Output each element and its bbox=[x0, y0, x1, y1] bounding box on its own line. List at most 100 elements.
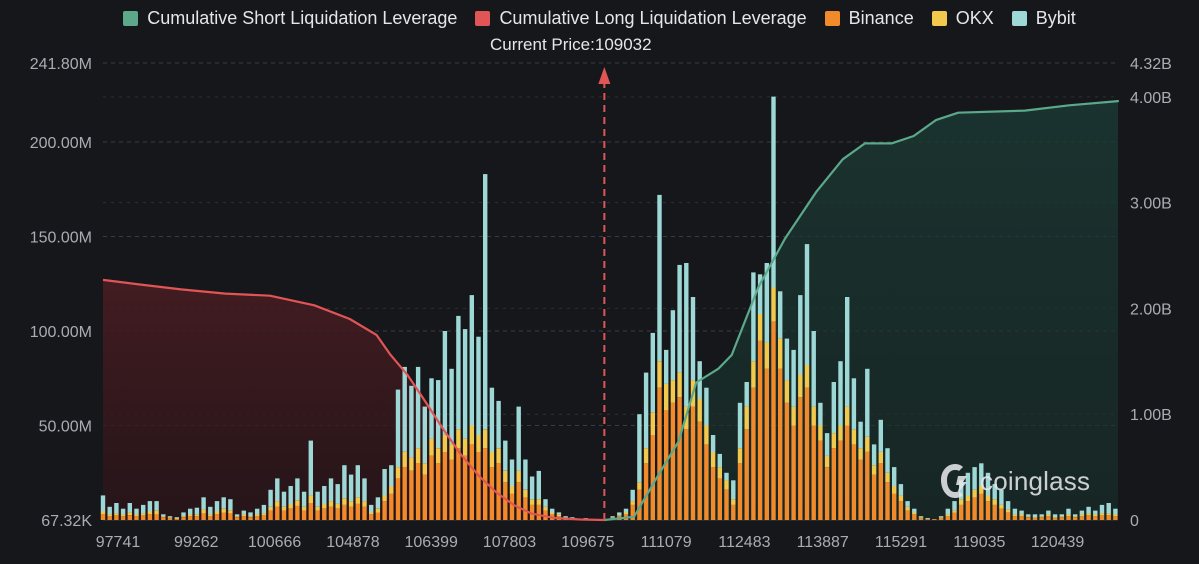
bar-binance bbox=[1073, 517, 1078, 520]
legend-item-binance[interactable]: Binance bbox=[824, 8, 914, 29]
bar-binance bbox=[818, 440, 823, 520]
bar-bybit bbox=[523, 459, 528, 490]
bar-bybit bbox=[208, 506, 213, 515]
bar-binance bbox=[757, 340, 763, 520]
legend-item-bybit[interactable]: Bybit bbox=[1011, 8, 1076, 29]
legend-item-okx[interactable]: OKX bbox=[931, 8, 994, 29]
bar-binance bbox=[845, 425, 850, 520]
bar-okx bbox=[1079, 514, 1085, 517]
bar-binance bbox=[744, 429, 749, 520]
bar-binance bbox=[436, 463, 441, 520]
bar-bybit bbox=[355, 465, 360, 498]
bar-binance bbox=[496, 463, 501, 520]
bar-bybit bbox=[791, 349, 796, 407]
bar-binance bbox=[1046, 516, 1051, 520]
bar-bybit bbox=[295, 478, 300, 501]
bar-okx bbox=[818, 425, 823, 441]
bar-okx bbox=[798, 374, 803, 398]
bar-binance bbox=[355, 503, 360, 520]
bar-okx bbox=[409, 457, 414, 471]
bar-binance bbox=[664, 410, 669, 520]
bar-binance bbox=[1059, 517, 1064, 520]
bar-bybit bbox=[248, 512, 253, 517]
bar-okx bbox=[281, 506, 287, 511]
bar-bybit bbox=[241, 510, 246, 515]
bar-okx bbox=[677, 372, 682, 398]
bar-okx bbox=[107, 514, 112, 517]
bar-okx bbox=[516, 470, 521, 483]
bar-binance bbox=[710, 467, 716, 520]
bar-okx bbox=[255, 514, 260, 517]
bar-bybit bbox=[818, 402, 823, 426]
bar-bybit bbox=[221, 497, 226, 509]
legend-item-short[interactable]: Cumulative Short Liquidation Leverage bbox=[123, 8, 457, 29]
current-price-label: Current Price:109032 bbox=[490, 35, 652, 54]
bar-binance bbox=[952, 512, 957, 520]
bar-bybit bbox=[1012, 508, 1018, 515]
bar-binance bbox=[851, 444, 857, 520]
bar-bybit bbox=[778, 291, 783, 339]
bar-okx bbox=[529, 499, 535, 505]
right-axis-label: 0 bbox=[1130, 513, 1139, 530]
bar-binance bbox=[342, 504, 347, 520]
bar-binance bbox=[791, 425, 796, 520]
bar-okx bbox=[657, 361, 662, 388]
legend-label-binance: Binance bbox=[848, 8, 914, 28]
bar-okx bbox=[395, 467, 401, 479]
bar-okx bbox=[429, 438, 434, 456]
bar-bybit bbox=[684, 263, 689, 407]
bar-binance bbox=[147, 514, 153, 520]
bar-bybit bbox=[925, 518, 930, 519]
bar-okx bbox=[228, 510, 233, 514]
bar-binance bbox=[690, 406, 696, 520]
bar-okx bbox=[1026, 516, 1031, 518]
bar-bybit bbox=[1032, 514, 1038, 518]
bar-okx bbox=[261, 513, 267, 516]
bar-binance bbox=[422, 474, 427, 520]
bar-binance bbox=[449, 459, 454, 520]
bar-okx bbox=[1019, 514, 1024, 517]
bar-binance bbox=[1005, 512, 1011, 520]
bar-bybit bbox=[858, 421, 863, 449]
bar-bybit bbox=[764, 263, 769, 343]
bar-okx bbox=[483, 429, 488, 449]
bar-binance bbox=[523, 497, 528, 520]
current-price-marker bbox=[598, 67, 611, 520]
bar-binance bbox=[831, 448, 836, 520]
legend-item-long[interactable]: Cumulative Long Liquidation Leverage bbox=[475, 8, 807, 29]
x-axis-label: 119035 bbox=[953, 534, 1005, 551]
left-axis-label: 100.00M bbox=[30, 324, 92, 341]
bar-bybit bbox=[643, 372, 649, 449]
bar-bybit bbox=[167, 516, 173, 518]
bar-okx bbox=[134, 514, 139, 517]
bar-okx bbox=[791, 406, 796, 426]
bar-bybit bbox=[415, 366, 421, 449]
bar-okx bbox=[979, 486, 984, 494]
bar-bybit bbox=[234, 514, 240, 517]
bar-okx bbox=[234, 516, 240, 518]
bar-bybit bbox=[570, 517, 575, 519]
bar-okx bbox=[355, 497, 360, 504]
bar-bybit bbox=[650, 332, 655, 413]
bar-binance bbox=[174, 519, 179, 520]
bar-binance bbox=[1099, 515, 1105, 520]
bar-bybit bbox=[261, 504, 267, 514]
bar-bybit bbox=[617, 512, 622, 516]
bar-bybit bbox=[999, 489, 1004, 505]
bar-okx bbox=[972, 489, 977, 498]
bar-binance bbox=[221, 512, 226, 520]
bar-binance bbox=[228, 513, 233, 520]
bar-bybit bbox=[436, 380, 441, 449]
bar-okx bbox=[147, 511, 153, 515]
bar-okx bbox=[268, 506, 273, 511]
bar-binance bbox=[1106, 515, 1111, 520]
bar-okx bbox=[1113, 514, 1118, 517]
bar-bybit bbox=[496, 400, 501, 449]
bar-bybit bbox=[161, 514, 166, 517]
x-axis-label: 99262 bbox=[174, 534, 219, 551]
bar-binance bbox=[268, 510, 273, 520]
bar-binance bbox=[912, 514, 917, 520]
bar-okx bbox=[912, 512, 917, 515]
bar-bybit bbox=[395, 389, 401, 468]
bar-bybit bbox=[120, 508, 126, 515]
